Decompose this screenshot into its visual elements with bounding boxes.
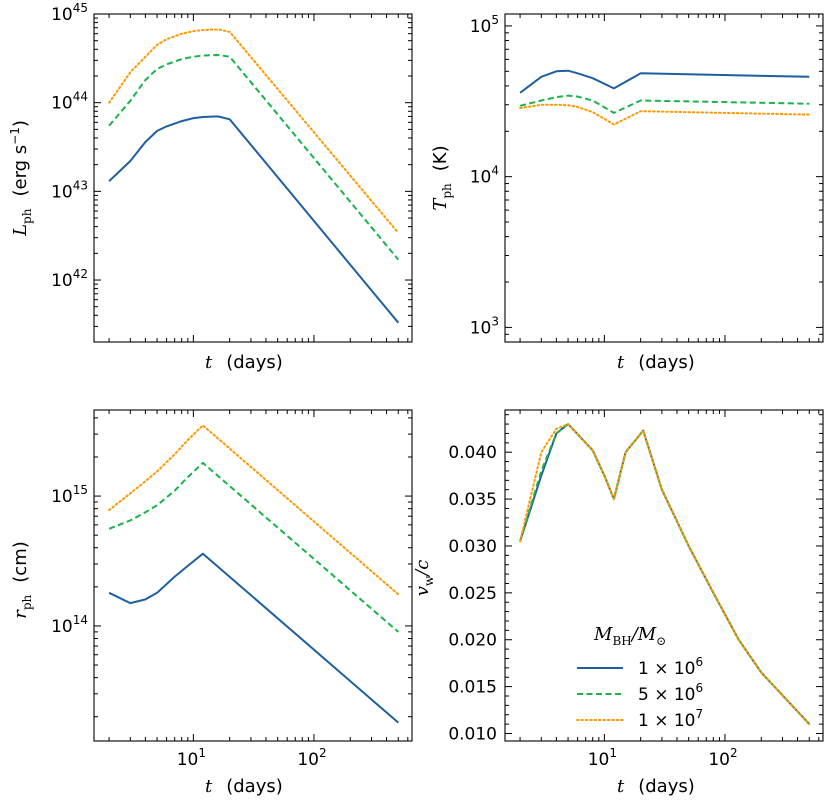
radius-series-1 bbox=[108, 552, 399, 724]
temperature-series-1 bbox=[519, 69, 810, 94]
temperature-xlabel: t (days) bbox=[617, 352, 695, 373]
y-tick-label: 0.035 bbox=[448, 490, 497, 510]
wind-velocity-series-1 bbox=[519, 423, 811, 725]
x-tick-label: 102 bbox=[297, 746, 326, 770]
y-tick-label: 1044 bbox=[51, 90, 88, 114]
wind-velocity-frame bbox=[504, 409, 824, 742]
legend-title: MBH/M⊙ bbox=[593, 624, 666, 648]
x-tick-label: 101 bbox=[588, 746, 617, 770]
legend-label-3: 1 × 107 bbox=[638, 707, 703, 731]
temperature-series bbox=[519, 69, 811, 126]
y-tick-label: 0.020 bbox=[448, 631, 497, 651]
luminosity-xlabel: t (days) bbox=[205, 352, 283, 373]
y-tick-label: 1042 bbox=[51, 267, 88, 291]
panel-radius: 101 102 1014 1015 t (days) rph(cm) bbox=[10, 409, 413, 797]
panel-luminosity: 1042 1043 1044 1045 t (days) Lph(erg s−1) bbox=[8, 1, 413, 373]
y-tick-label: 1045 bbox=[51, 1, 88, 25]
radius-ticks: 101 102 1014 1015 bbox=[51, 410, 412, 770]
legend-label-2: 5 × 106 bbox=[638, 681, 703, 705]
radius-series bbox=[108, 424, 400, 724]
luminosity-series-3 bbox=[108, 28, 400, 234]
luminosity-series-1 bbox=[108, 115, 400, 324]
radius-series-3 bbox=[108, 424, 400, 596]
luminosity-ticks: 1042 1043 1044 1045 bbox=[51, 1, 412, 343]
luminosity-series-2 bbox=[108, 54, 400, 261]
x-tick-label: 101 bbox=[177, 746, 206, 770]
y-tick-label: 1015 bbox=[51, 483, 88, 507]
legend-label-1: 1 × 106 bbox=[638, 655, 703, 679]
y-tick-label: 0.030 bbox=[448, 537, 497, 557]
panel-temperature: 103 104 105 t (days) Tph(K) bbox=[430, 13, 824, 373]
y-tick-label: 0.015 bbox=[448, 678, 497, 698]
temperature-ticks: 103 104 105 bbox=[470, 13, 823, 343]
wind-velocity-ticks: 101 102 0.010 0.015 0.020 0.025 0.030 0.035 0.04… bbox=[448, 410, 823, 770]
y-tick-label: 103 bbox=[470, 314, 499, 338]
y-tick-label: 104 bbox=[470, 164, 499, 188]
y-tick-label: 105 bbox=[470, 13, 499, 37]
wind-velocity-series bbox=[519, 423, 811, 726]
wind-velocity-ylabel: vw/c bbox=[412, 560, 436, 597]
luminosity-ylabel: Lph(erg s−1) bbox=[8, 120, 34, 237]
y-tick-label: 0.010 bbox=[448, 724, 497, 744]
wind-velocity-xlabel: t (days) bbox=[617, 776, 695, 797]
wind-velocity-series-2 bbox=[519, 423, 811, 725]
radius-ylabel: rph(cm) bbox=[10, 541, 34, 619]
panel-wind-velocity: 101 102 0.010 0.015 0.020 0.025 0.030 0.035 0.04… bbox=[412, 409, 824, 797]
temperature-ylabel: Tph(K) bbox=[430, 145, 454, 210]
radius-series-2 bbox=[108, 461, 399, 633]
y-tick-label: 0.040 bbox=[448, 443, 497, 463]
luminosity-frame bbox=[93, 13, 413, 343]
radius-xlabel: t (days) bbox=[205, 776, 283, 797]
temperature-frame bbox=[504, 13, 824, 343]
x-tick-label: 102 bbox=[708, 746, 737, 770]
wind-velocity-series-3 bbox=[519, 423, 811, 726]
luminosity-series bbox=[108, 28, 400, 324]
radius-frame bbox=[93, 409, 413, 742]
y-tick-label: 1043 bbox=[51, 178, 88, 202]
y-tick-label: 0.025 bbox=[448, 584, 497, 604]
temperature-series-2 bbox=[519, 94, 810, 114]
y-tick-label: 1014 bbox=[51, 613, 88, 637]
temperature-series-3 bbox=[519, 103, 811, 126]
